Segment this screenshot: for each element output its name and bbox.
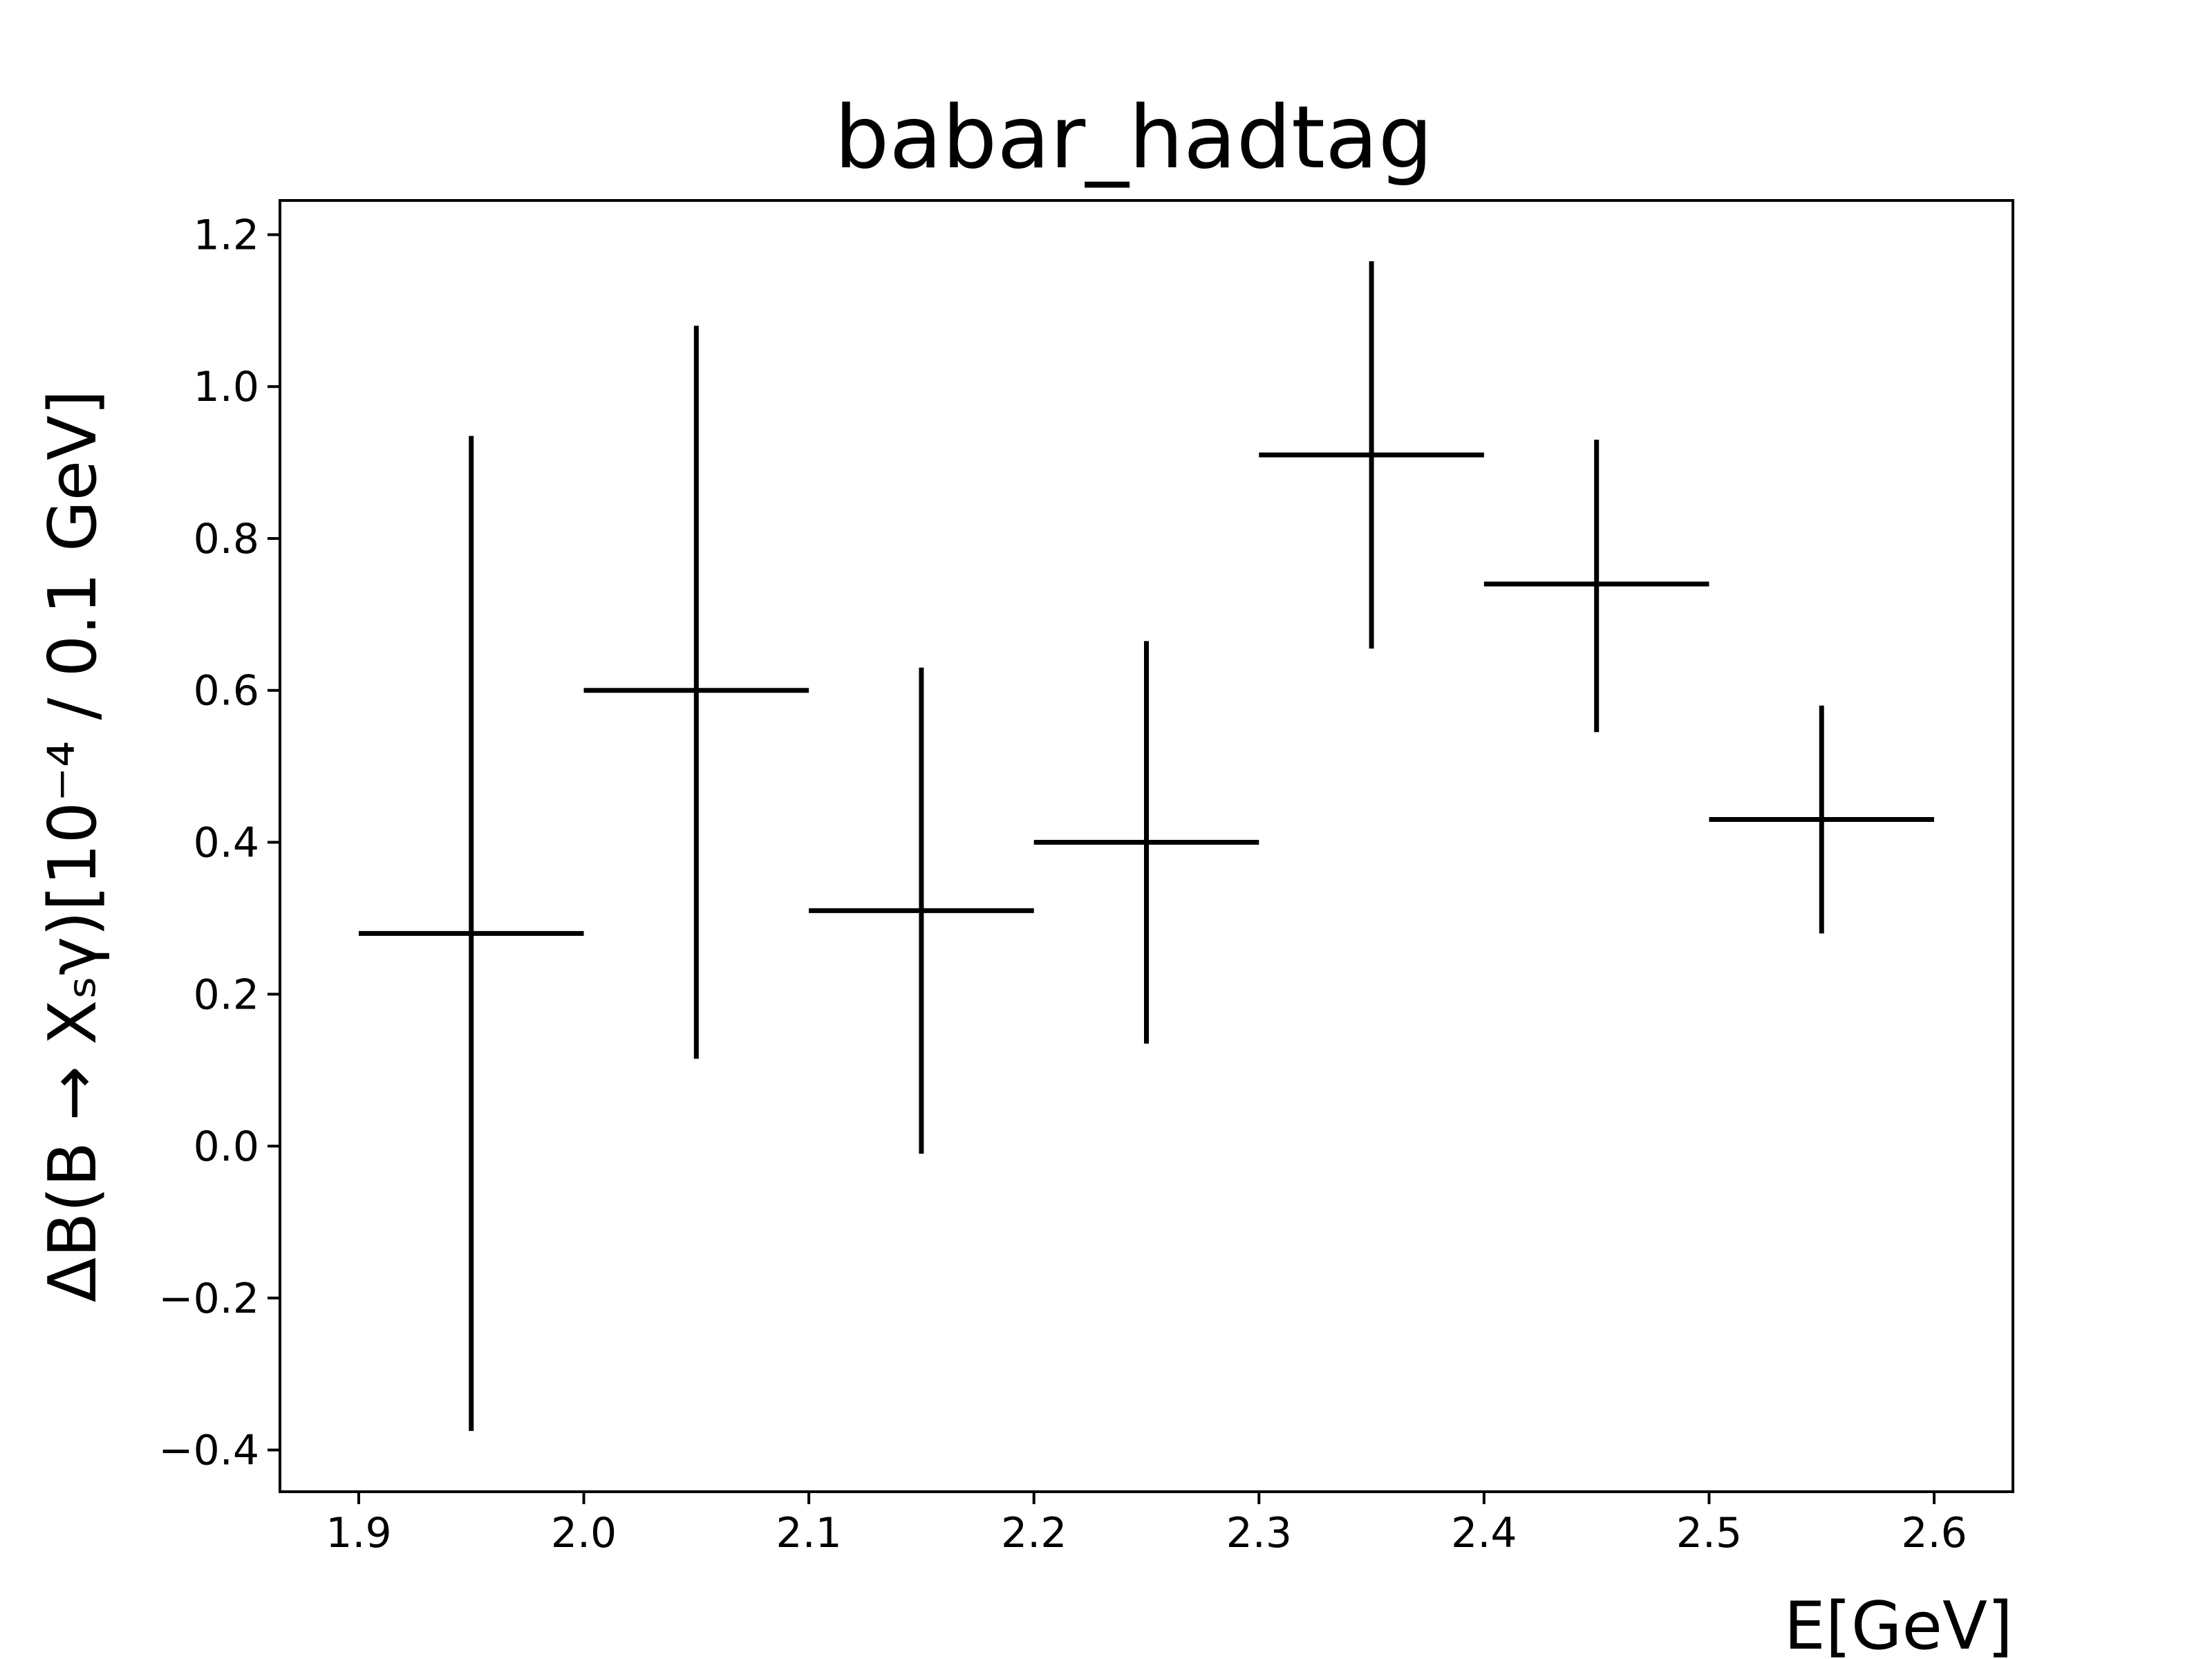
y-tick-label: 1.2 (194, 211, 259, 259)
plot-frame (279, 199, 2014, 1493)
x-tick-label: 2.1 (776, 1509, 841, 1557)
y-axis-label: ΔB(B → Xₛγ)[10⁻⁴ / 0.1 GeV] (35, 390, 111, 1302)
x-tick-label: 2.0 (551, 1509, 617, 1557)
data-point (358, 435, 584, 1432)
data-point (583, 326, 809, 1059)
x-axis: 1.9 2.0 2.1 2.2 2.3 2.4 2.5 2.6 (326, 1492, 1967, 1557)
data-point (1709, 705, 1935, 934)
x-tick-label: 2.6 (1901, 1509, 1967, 1557)
y-tick-label: 0.0 (194, 1123, 259, 1171)
y-tick-label: −0.4 (158, 1427, 259, 1475)
data-point (809, 667, 1034, 1154)
x-tick-label: 2.5 (1676, 1509, 1742, 1557)
y-tick-label: 1.0 (194, 363, 259, 411)
chart-title: babar_hadtag (834, 88, 1433, 188)
x-tick-label: 2.2 (1001, 1509, 1067, 1557)
x-tick-label: 2.3 (1226, 1509, 1292, 1557)
plot-area (279, 199, 2014, 1493)
y-tick-label: 0.6 (194, 667, 259, 715)
errorbar-series (358, 261, 1935, 1432)
data-point (1033, 641, 1259, 1044)
y-axis: −0.4 −0.2 0.0 0.2 0.4 0.6 0.8 1.0 1.2 (158, 211, 280, 1475)
y-tick-label: 0.8 (194, 515, 259, 563)
x-tick-label: 1.9 (326, 1509, 391, 1557)
data-point (1259, 261, 1484, 649)
y-tick-label: −0.2 (158, 1275, 259, 1323)
y-tick-label: 0.4 (194, 819, 259, 868)
x-tick-label: 2.4 (1451, 1509, 1517, 1557)
data-point (1483, 440, 1709, 733)
x-axis-label: E[GeV] (1784, 1588, 2013, 1659)
y-tick-label: 0.2 (194, 971, 259, 1019)
